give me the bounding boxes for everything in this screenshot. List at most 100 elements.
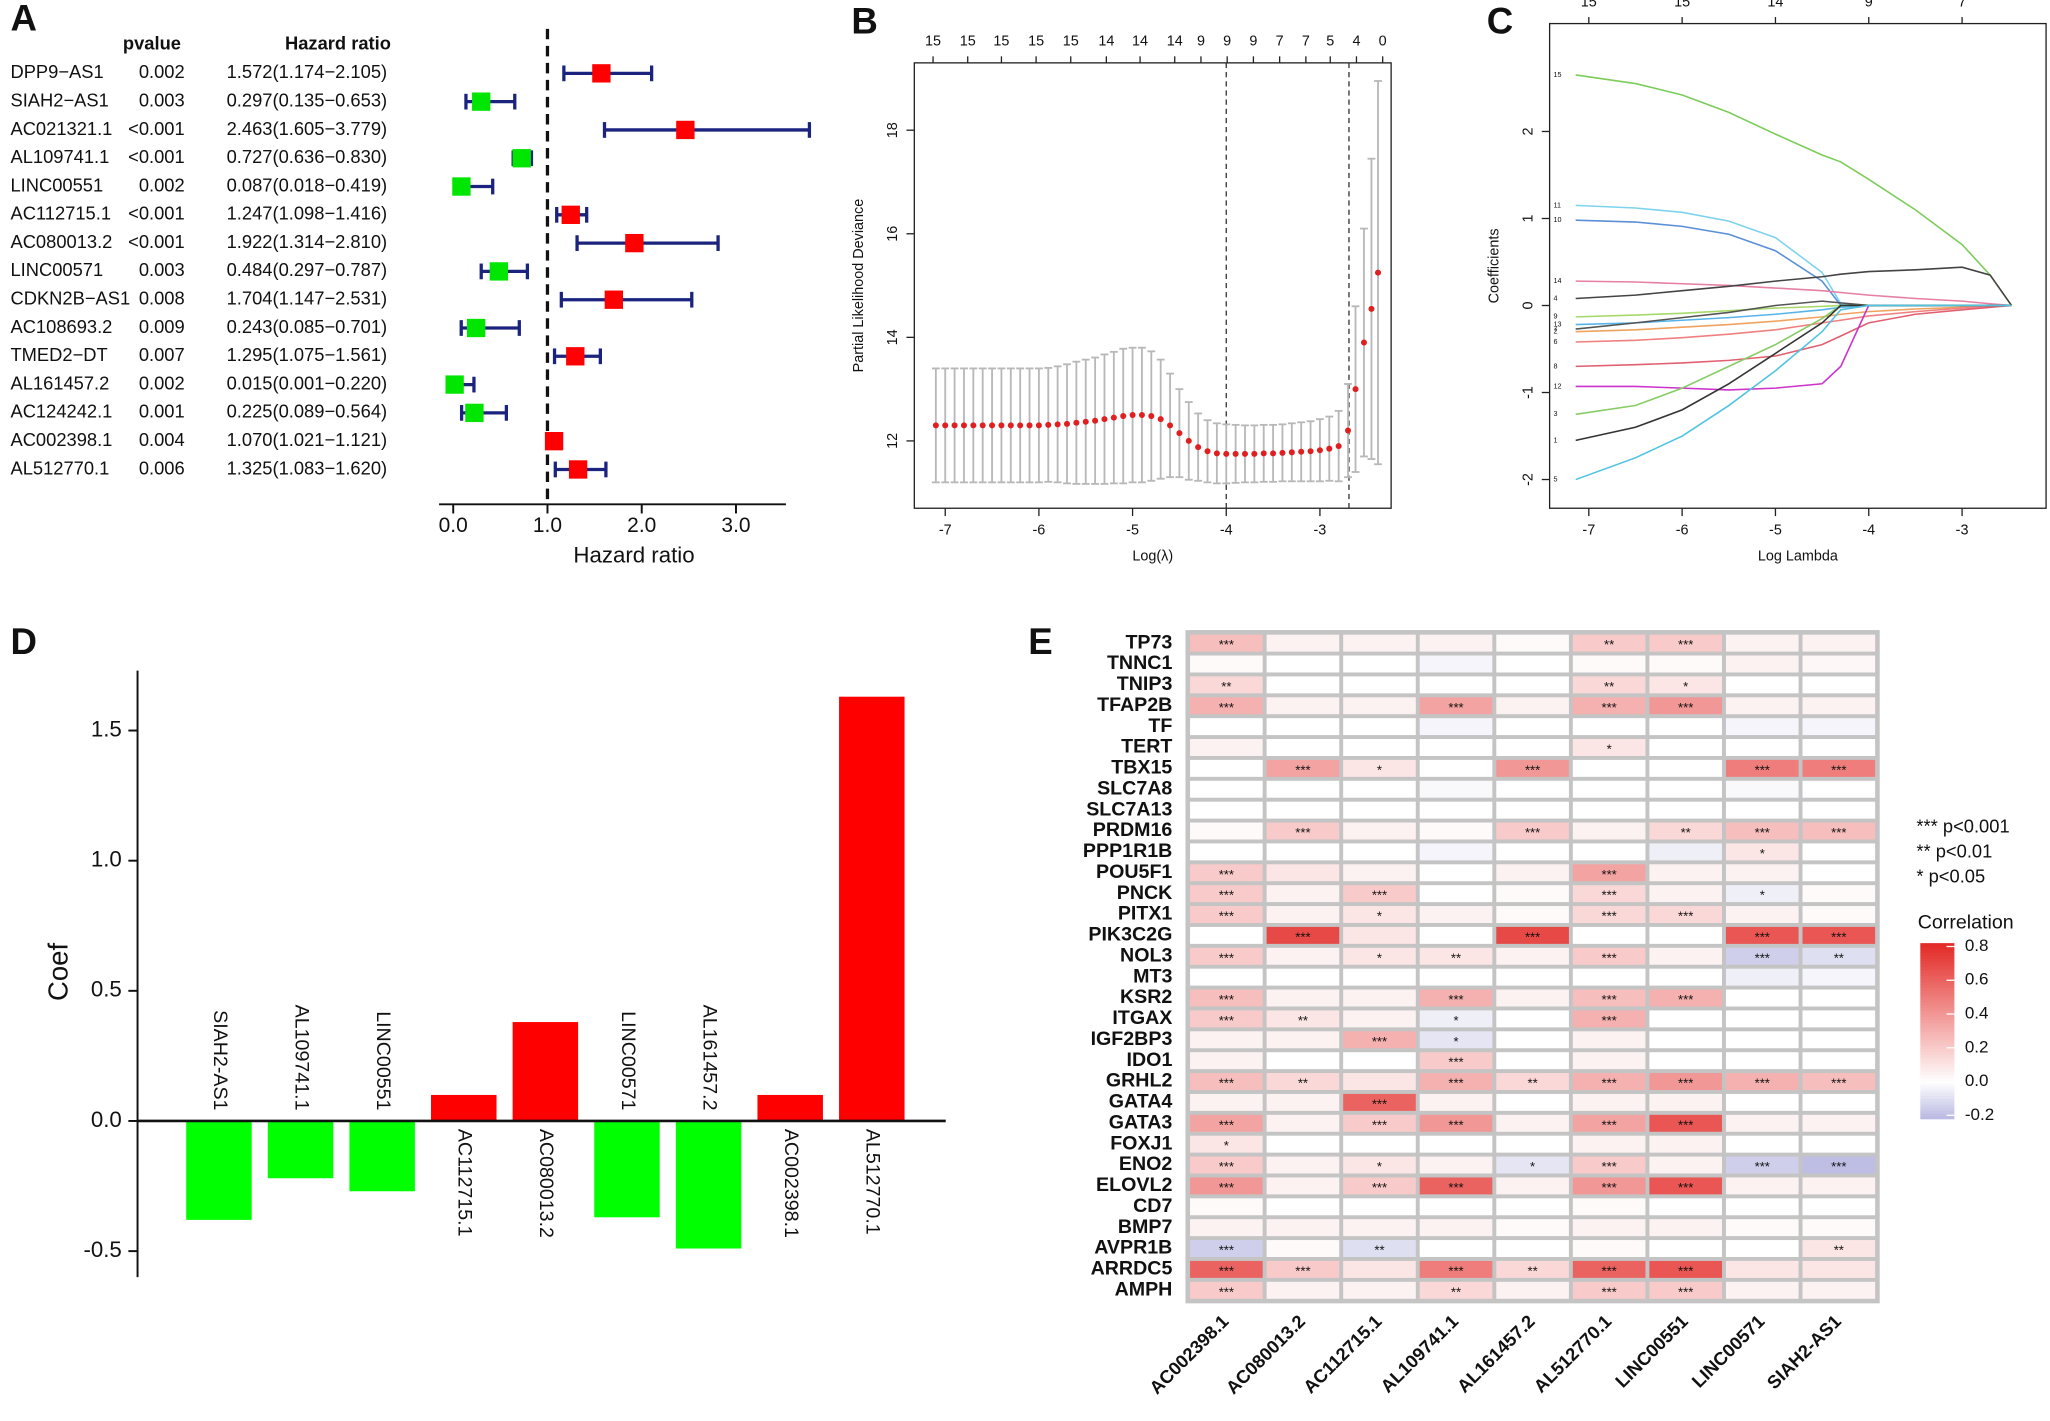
significance-label: *** bbox=[1755, 825, 1770, 840]
point bbox=[1307, 448, 1314, 455]
heatmap-cell bbox=[1265, 654, 1341, 674]
significance-label: *** bbox=[1831, 1076, 1846, 1091]
bar bbox=[594, 1120, 660, 1218]
heatmap-cell bbox=[1648, 1134, 1724, 1154]
heatmap-cell bbox=[1648, 967, 1724, 987]
heatmap-cell bbox=[1724, 1134, 1800, 1154]
category-label: AC002398.1 bbox=[780, 1129, 802, 1238]
heatmap-cell bbox=[1188, 842, 1264, 862]
bar bbox=[186, 1120, 252, 1220]
heatmap-cell bbox=[1801, 779, 1877, 800]
row-label: TF bbox=[1148, 715, 1172, 737]
x-axis-label: Log Lambda bbox=[1758, 549, 1838, 565]
y-tick-label: 16 bbox=[885, 226, 901, 242]
heatmap-cell bbox=[1724, 737, 1800, 758]
heatmap-cell bbox=[1494, 1071, 1571, 1092]
heatmap-cell bbox=[1418, 1176, 1494, 1196]
heatmap-cell bbox=[1188, 1280, 1264, 1301]
heatmap-cell bbox=[1801, 1217, 1877, 1238]
significance-label: *** bbox=[1372, 1034, 1387, 1049]
heatmap-cell bbox=[1648, 883, 1724, 904]
heatmap-cell bbox=[1801, 946, 1877, 967]
heatmap-cell bbox=[1188, 1155, 1264, 1175]
colorbar-step bbox=[1920, 995, 1955, 1000]
heatmap-cell bbox=[1341, 654, 1418, 674]
row-label: KSR2 bbox=[1120, 986, 1172, 1008]
heatmap-cell bbox=[1188, 1071, 1264, 1092]
row-label: ITGAX bbox=[1112, 1007, 1172, 1029]
heatmap-cell bbox=[1801, 1280, 1877, 1301]
colorbar-step bbox=[1920, 1048, 1955, 1053]
significance-label: ** bbox=[1451, 1284, 1461, 1299]
row-label: SLC7A8 bbox=[1097, 777, 1172, 799]
colorbar-tick-label: 0.8 bbox=[1965, 936, 1989, 955]
heatmap-cell bbox=[1494, 1113, 1571, 1134]
colorbar-step bbox=[1920, 1054, 1955, 1058]
point bbox=[1167, 422, 1174, 429]
significance-label: *** bbox=[1678, 637, 1693, 652]
heatmap-cell bbox=[1801, 1155, 1877, 1175]
colorbar-step bbox=[1920, 1027, 1955, 1032]
heatmap-cell bbox=[1494, 1197, 1571, 1217]
colorbar-step bbox=[1920, 1045, 1955, 1050]
heatmap-cell bbox=[1265, 1029, 1341, 1050]
significance-label: *** bbox=[1448, 1055, 1463, 1070]
p-value: <0.001 bbox=[128, 203, 185, 224]
column-label: SIAH2-AS1 bbox=[1763, 1310, 1846, 1393]
heatmap-cell bbox=[1341, 1176, 1418, 1196]
point bbox=[1092, 417, 1099, 424]
heatmap-cell bbox=[1571, 1280, 1647, 1301]
p-value: 0.002 bbox=[139, 174, 185, 195]
heatmap-cell bbox=[1265, 1217, 1341, 1238]
significance-label: *** bbox=[1602, 1180, 1617, 1195]
heatmap-cell bbox=[1418, 675, 1494, 695]
heatmap-cell bbox=[1648, 1176, 1724, 1196]
heatmap-cell bbox=[1418, 1092, 1494, 1113]
row-label: TNNC1 bbox=[1107, 652, 1173, 674]
heatmap-cell bbox=[1418, 883, 1494, 904]
colorbar-step bbox=[1920, 1051, 1955, 1055]
x-tick-label: -7 bbox=[1582, 522, 1595, 538]
significance-label: *** bbox=[1678, 1117, 1693, 1132]
point bbox=[1288, 449, 1295, 456]
category-label: AL512770.1 bbox=[862, 1129, 884, 1235]
heatmap-cell bbox=[1648, 1092, 1724, 1113]
colorbar-step bbox=[1920, 1019, 1955, 1023]
point bbox=[1241, 450, 1248, 457]
x-tick-label: 0.0 bbox=[439, 514, 468, 537]
heatmap-cell bbox=[1724, 758, 1800, 779]
colorbar-step bbox=[1920, 1071, 1955, 1076]
heatmap-cell bbox=[1341, 1217, 1418, 1238]
significance-label: *** bbox=[1755, 1159, 1770, 1174]
heatmap-cell bbox=[1188, 1050, 1264, 1071]
colorbar-step bbox=[1920, 1022, 1955, 1026]
bar bbox=[675, 1120, 742, 1249]
series-label: 3 bbox=[1554, 409, 1558, 418]
row-label: AL512770.1 bbox=[10, 457, 109, 478]
heatmap-cell bbox=[1188, 800, 1264, 820]
point bbox=[1138, 412, 1145, 419]
colorbar-step bbox=[1920, 1065, 1955, 1070]
y-tick-label: 14 bbox=[885, 329, 901, 345]
heatmap-cell bbox=[1648, 1029, 1724, 1050]
point bbox=[1129, 412, 1136, 419]
category-label: SIAH2-AS1 bbox=[209, 1010, 231, 1110]
colorbar-step bbox=[1920, 1092, 1955, 1096]
point bbox=[942, 422, 949, 429]
significance-label: *** bbox=[1219, 1243, 1234, 1258]
heatmap-cell bbox=[1418, 1155, 1494, 1175]
y-axis-label: Partial Likelihood Deviance bbox=[851, 199, 867, 373]
colorbar-step bbox=[1920, 1068, 1955, 1073]
hr-label: 1.325(1.083−1.620) bbox=[227, 457, 388, 478]
heatmap-cell bbox=[1188, 1009, 1264, 1029]
heatmap-cell bbox=[1571, 1071, 1647, 1092]
heatmap-cell bbox=[1188, 821, 1264, 841]
heatmap-cell bbox=[1571, 946, 1647, 967]
row-label: TFAP2B bbox=[1097, 694, 1172, 716]
significance-label: * bbox=[1760, 888, 1765, 903]
series-line bbox=[1575, 304, 2012, 368]
x-tick-label: 3.0 bbox=[721, 514, 750, 537]
heatmap-cell bbox=[1724, 821, 1800, 841]
